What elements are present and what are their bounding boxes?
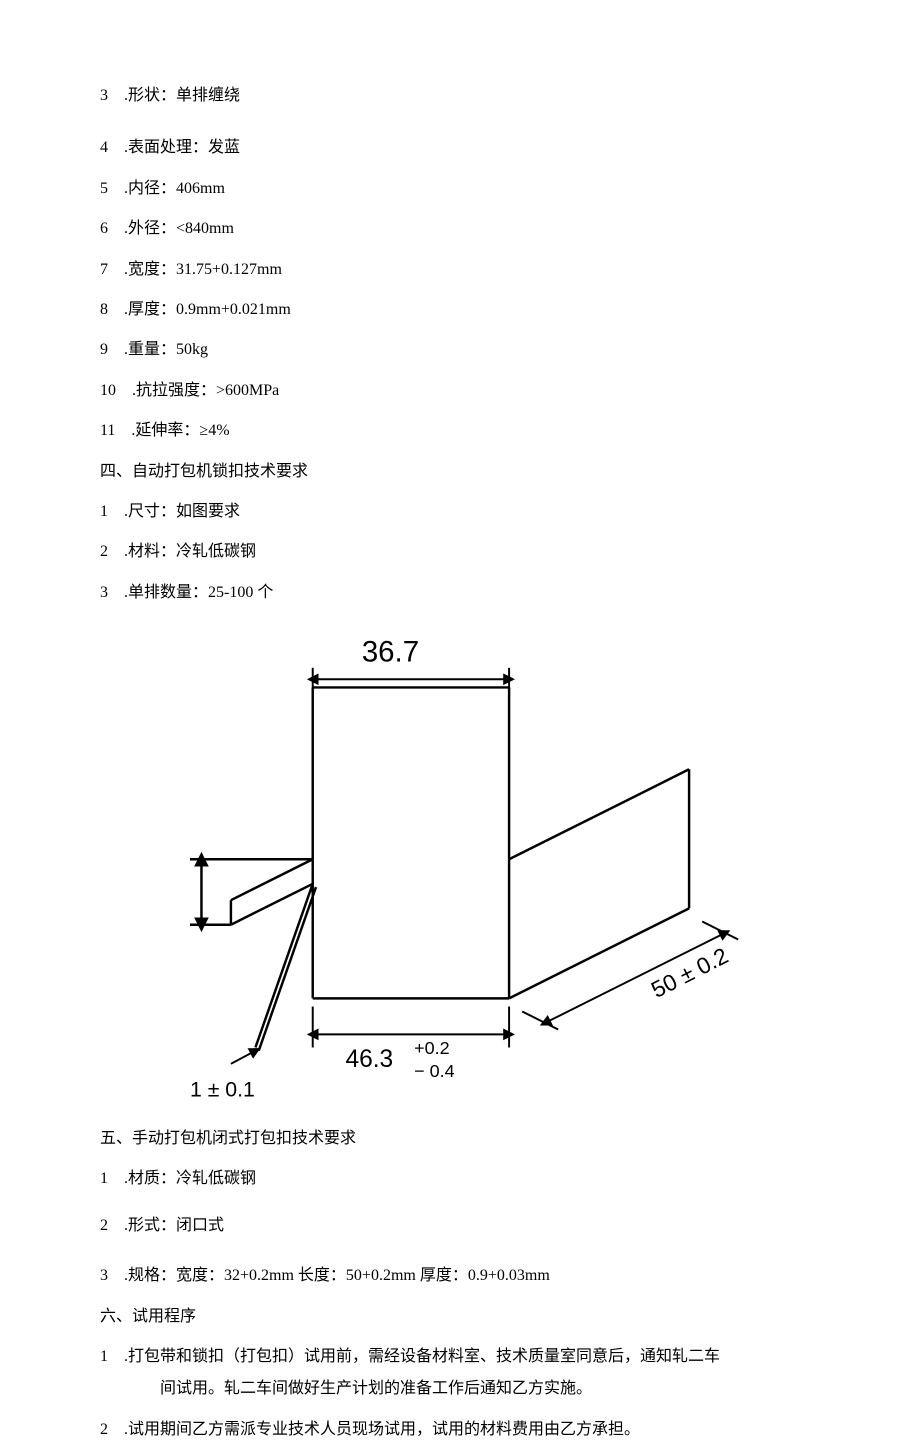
item-text: 形状：单排缠绕 — [128, 87, 240, 104]
spec-item: 6 .外径：<840mm — [100, 218, 820, 240]
dim-bottom-lower: − 0.4 — [414, 1061, 454, 1081]
item-text: 试用期间乙方需派专业技术人员现场试用，试用的材料费用由乙方承担。 — [128, 1421, 640, 1438]
item-num: 8 — [100, 301, 108, 318]
spec-item: 1 .尺寸：如图要求 — [100, 501, 820, 523]
section-heading: 四、自动打包机锁扣技术要求 — [100, 461, 820, 483]
item-num: 3 — [100, 1267, 108, 1284]
spec-item: 4 .表面处理：发蓝 — [100, 137, 820, 159]
item-text: 单排数量：25-100 个 — [128, 584, 273, 601]
item-text: 打包带和锁扣（打包扣）试用前，需经设备材料室、技术质量室同意后，通知轧二车 — [128, 1348, 720, 1365]
item-num: 1 — [100, 503, 108, 520]
spec-item: 8 .厚度：0.9mm+0.021mm — [100, 299, 820, 321]
dim-top-label: 36.7 — [362, 635, 419, 668]
item-text: 外径：<840mm — [128, 220, 234, 237]
item-text: 厚度：0.9mm+0.021mm — [128, 301, 291, 318]
item-text: 规格：宽度：32+0.2mm 长度：50+0.2mm 厚度：0.9+0.03mm — [128, 1267, 550, 1284]
spec-item: 10 .抗拉强度：>600MPa — [100, 380, 820, 402]
spec-item: 2 .试用期间乙方需派专业技术人员现场试用，试用的材料费用由乙方承担。 — [100, 1419, 820, 1441]
item-text: 尺寸：如图要求 — [128, 503, 240, 520]
item-num: 2 — [100, 1217, 108, 1234]
item-num: 2 — [100, 1421, 108, 1438]
item-num: 2 — [100, 543, 108, 560]
spec-item: 7 .宽度：31.75+0.127mm — [100, 259, 820, 281]
item-text: 抗拉强度：>600MPa — [136, 382, 279, 399]
spec-item: 3 .规格：宽度：32+0.2mm 长度：50+0.2mm 厚度：0.9+0.0… — [100, 1265, 820, 1287]
spec-item: 3 .单排数量：25-100 个 — [100, 582, 820, 604]
item-num: 7 — [100, 261, 108, 278]
item-num: 4 — [100, 139, 108, 156]
item-num: 3 — [100, 87, 108, 104]
spec-item: 2 .材料：冷轧低碳钢 — [100, 541, 820, 563]
item-text: 表面处理：发蓝 — [128, 139, 240, 156]
item-text: 形式：闭口式 — [128, 1217, 224, 1234]
dim-thickness-label: 1 ± 0.1 — [190, 1078, 255, 1102]
item-num: 1 — [100, 1348, 108, 1365]
item-text: 内径：406mm — [128, 180, 225, 197]
technical-diagram: 36.7 50 ± 0.2 46.3 +0.2 − 0.4 1 ± 0.1 — [100, 622, 820, 1113]
spec-item: 5 .内径：406mm — [100, 178, 820, 200]
spec-item: 3 .形状：单排缠绕 — [100, 85, 820, 107]
spec-item: 9 .重量：50kg — [100, 339, 820, 361]
item-text: 材质：冷轧低碳钢 — [128, 1170, 256, 1187]
item-num: 9 — [100, 341, 108, 358]
spec-item-cont: 间试用。轧二车间做好生产计划的准备工作后通知乙方实施。 — [100, 1378, 820, 1400]
item-num: 10 — [100, 382, 116, 399]
item-num: 5 — [100, 180, 108, 197]
item-num: 6 — [100, 220, 108, 237]
item-text: 宽度：31.75+0.127mm — [128, 261, 282, 278]
item-text: 重量：50kg — [128, 341, 208, 358]
section-heading: 五、手动打包机闭式打包扣技术要求 — [100, 1128, 820, 1150]
spec-item: 2 .形式：闭口式 — [100, 1215, 820, 1237]
lock-buckle-diagram: 36.7 50 ± 0.2 46.3 +0.2 − 0.4 1 ± 0.1 — [100, 622, 820, 1113]
section-heading: 六、试用程序 — [100, 1306, 820, 1328]
spec-item: 1 .材质：冷轧低碳钢 — [100, 1168, 820, 1190]
item-text: 延伸率：≥4% — [135, 422, 229, 439]
spec-item: 11 .延伸率：≥4% — [100, 420, 820, 442]
item-text: 材料：冷轧低碳钢 — [128, 543, 256, 560]
item-num: 1 — [100, 1170, 108, 1187]
dim-bottom-upper: +0.2 — [414, 1038, 450, 1058]
item-num: 11 — [100, 422, 115, 439]
item-num: 3 — [100, 584, 108, 601]
dim-bottom-label: 46.3 — [345, 1046, 393, 1073]
spec-item: 1 .打包带和锁扣（打包扣）试用前，需经设备材料室、技术质量室同意后，通知轧二车 — [100, 1346, 820, 1368]
